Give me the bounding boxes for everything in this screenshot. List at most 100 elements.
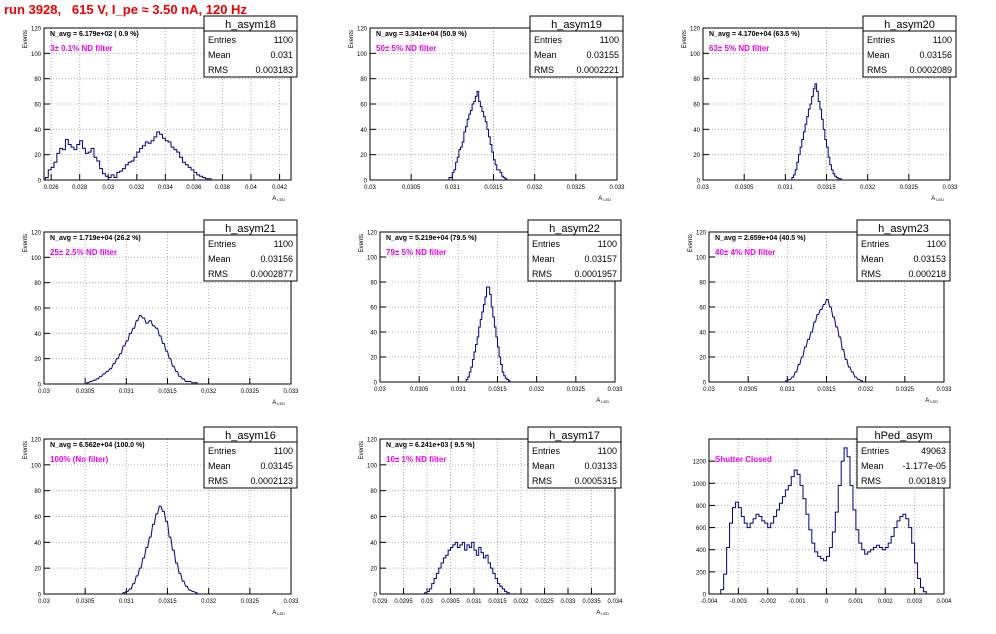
stat-label: Mean bbox=[208, 254, 231, 264]
filter-label: 79± 5% ND filter bbox=[386, 248, 446, 257]
y-tick-label: 0 bbox=[703, 593, 707, 599]
x-tick-label: 0.031 bbox=[119, 389, 135, 395]
y-tick-label: 60 bbox=[34, 307, 41, 313]
x-tick-label: 0.034 bbox=[158, 185, 174, 191]
x-tick-label: 0.03 bbox=[364, 185, 376, 191]
x-tick-label: 0.0305 bbox=[735, 185, 754, 191]
x-tick-label: 0.033 bbox=[560, 599, 576, 605]
stat-value: 1100 bbox=[598, 239, 617, 249]
x-tick-label: 0.034 bbox=[607, 599, 623, 605]
stat-label: Entries bbox=[532, 239, 561, 249]
stat-value: 0.003183 bbox=[255, 65, 293, 75]
x-tick-label: -0.001 bbox=[789, 599, 807, 605]
y-tick-label: 0 bbox=[374, 593, 378, 599]
x-tick-label: 0.033 bbox=[283, 389, 299, 395]
x-tick-label: 0.0315 bbox=[484, 185, 503, 191]
stat-label: RMS bbox=[532, 269, 552, 279]
filter-label: 63± 5% ND filter bbox=[709, 44, 769, 53]
stat-value: 0.000218 bbox=[908, 269, 946, 279]
x-tick-label: 0.032 bbox=[527, 185, 543, 191]
x-tick-label: 0.033 bbox=[283, 599, 299, 605]
stats-box: h_asym16 Entries 1100 Mean 0.03145 RMS 0.00021… bbox=[203, 426, 298, 489]
n-avg-label: N_avg = 1.719e+04 (26.2 %) bbox=[50, 235, 141, 242]
x-tick-label: 0.029 bbox=[372, 599, 388, 605]
y-axis-label: Events bbox=[23, 30, 29, 48]
y-tick-label: 60 bbox=[360, 103, 367, 109]
x-tick-label: 0.031 bbox=[119, 599, 135, 605]
stat-label: Entries bbox=[867, 35, 896, 45]
stat-label: Mean bbox=[208, 461, 231, 471]
y-tick-label: 80 bbox=[699, 281, 706, 287]
stats-box: h_asym20 Entries 1100 Mean 0.03156 RMS 0.00020… bbox=[862, 15, 957, 78]
stat-value: 0.03155 bbox=[586, 50, 619, 60]
stats-box: h_asym22 Entries 1100 Mean 0.03157 RMS 0.00019… bbox=[527, 219, 622, 282]
y-tick-label: 20 bbox=[370, 567, 377, 573]
histogram-line bbox=[448, 90, 508, 180]
y-axis-label: Events bbox=[688, 234, 694, 252]
histogram-line bbox=[122, 505, 198, 594]
stats-box-frame bbox=[856, 219, 951, 282]
x-tick-label: 0.031 bbox=[445, 185, 461, 191]
stat-value: 0.0002089 bbox=[909, 65, 952, 75]
x-tick-label: 0.031 bbox=[466, 599, 482, 605]
x-tick-label: 0.0325 bbox=[567, 387, 586, 393]
x-tick-label: 0.0325 bbox=[535, 599, 554, 605]
stats-box-frame bbox=[527, 426, 622, 489]
x-axis-label: ALED bbox=[596, 610, 609, 616]
x-tick-label: 0.0305 bbox=[402, 185, 421, 191]
y-tick-label: 20 bbox=[693, 153, 700, 159]
y-tick-label: 80 bbox=[370, 489, 377, 495]
stats-box: h_asym19 Entries 1100 Mean 0.03155 RMS 0.00022… bbox=[529, 15, 624, 78]
filter-label: 40± 4% ND filter bbox=[715, 248, 775, 257]
x-tick-label: 0.031 bbox=[778, 185, 794, 191]
stat-value: 0.03157 bbox=[584, 254, 617, 264]
y-tick-label: 100 bbox=[690, 52, 701, 58]
filter-label: 3± 0.1% ND filter bbox=[50, 44, 113, 53]
y-tick-label: 120 bbox=[31, 231, 42, 237]
n-avg-label: N_avg = 2.659e+04 (40.5 %) bbox=[715, 235, 806, 242]
n-avg-label: N_avg = 3.341e+04 (50.9 %) bbox=[376, 31, 467, 38]
x-tick-label: 0.033 bbox=[936, 387, 952, 393]
stat-label: Mean bbox=[861, 461, 884, 471]
y-tick-label: 0 bbox=[38, 383, 42, 389]
hist-name: h_asym23 bbox=[878, 223, 929, 235]
x-tick-label: 0.0295 bbox=[394, 599, 413, 605]
stats-box: h_asym21 Entries 1100 Mean 0.03156 RMS 0.00028… bbox=[203, 219, 298, 282]
y-tick-label: 20 bbox=[34, 357, 41, 363]
n-avg-label: N_avg = 6.562e+04 (100.0 %) bbox=[50, 442, 145, 449]
histogram-line bbox=[44, 131, 212, 180]
y-tick-label: 0 bbox=[364, 179, 368, 185]
y-tick-label: 600 bbox=[696, 526, 707, 532]
y-axis-label: Events bbox=[682, 30, 688, 48]
histogram-panel-h_asym17: 0 20 40 60 80 100 120 0.029 0.0295 0.03 0.0305 0.03… bbox=[359, 426, 623, 616]
stat-label: RMS bbox=[208, 476, 228, 486]
histogram-panel-h_asym19: 0 20 40 60 80 100 120 0.03 0.0305 0.031 0.0315 0.03… bbox=[349, 15, 625, 202]
x-tick-label: 0.026 bbox=[44, 185, 60, 191]
x-tick-label: 0.0335 bbox=[582, 599, 601, 605]
x-tick-label: 0.0305 bbox=[76, 599, 95, 605]
y-tick-label: 40 bbox=[34, 332, 41, 338]
x-axis-label: ALED bbox=[596, 398, 609, 404]
y-tick-label: 120 bbox=[696, 231, 707, 237]
stats-box: h_asym17 Entries 1100 Mean 0.03133 RMS 0.00053… bbox=[527, 426, 622, 489]
n-avg-label: N_avg = 6.241e+03 ( 9.5 %) bbox=[386, 442, 475, 449]
x-tick-label: 0.032 bbox=[860, 185, 876, 191]
stats-box-frame bbox=[862, 15, 957, 78]
stat-value: 0.03156 bbox=[919, 50, 952, 60]
hist-name: h_asym18 bbox=[225, 19, 276, 31]
x-tick-label: -0.004 bbox=[700, 599, 718, 605]
y-tick-label: 80 bbox=[34, 281, 41, 287]
stat-value: 49063 bbox=[921, 446, 946, 456]
y-tick-label: 0 bbox=[697, 179, 701, 185]
y-tick-label: 60 bbox=[370, 515, 377, 521]
x-tick-label: 0.03 bbox=[697, 185, 709, 191]
y-tick-label: 100 bbox=[31, 52, 42, 58]
n-avg-label: N_avg = 5.219e+04 (79.5 %) bbox=[386, 235, 477, 242]
stats-box-frame bbox=[856, 426, 951, 489]
y-tick-label: 60 bbox=[693, 103, 700, 109]
stat-value: 1100 bbox=[933, 35, 952, 45]
stat-value: 0.0001957 bbox=[574, 269, 617, 279]
x-tick-label: 0.0305 bbox=[739, 387, 758, 393]
x-tick-label: 0.032 bbox=[858, 387, 874, 393]
x-tick-label: 0.03 bbox=[421, 599, 433, 605]
